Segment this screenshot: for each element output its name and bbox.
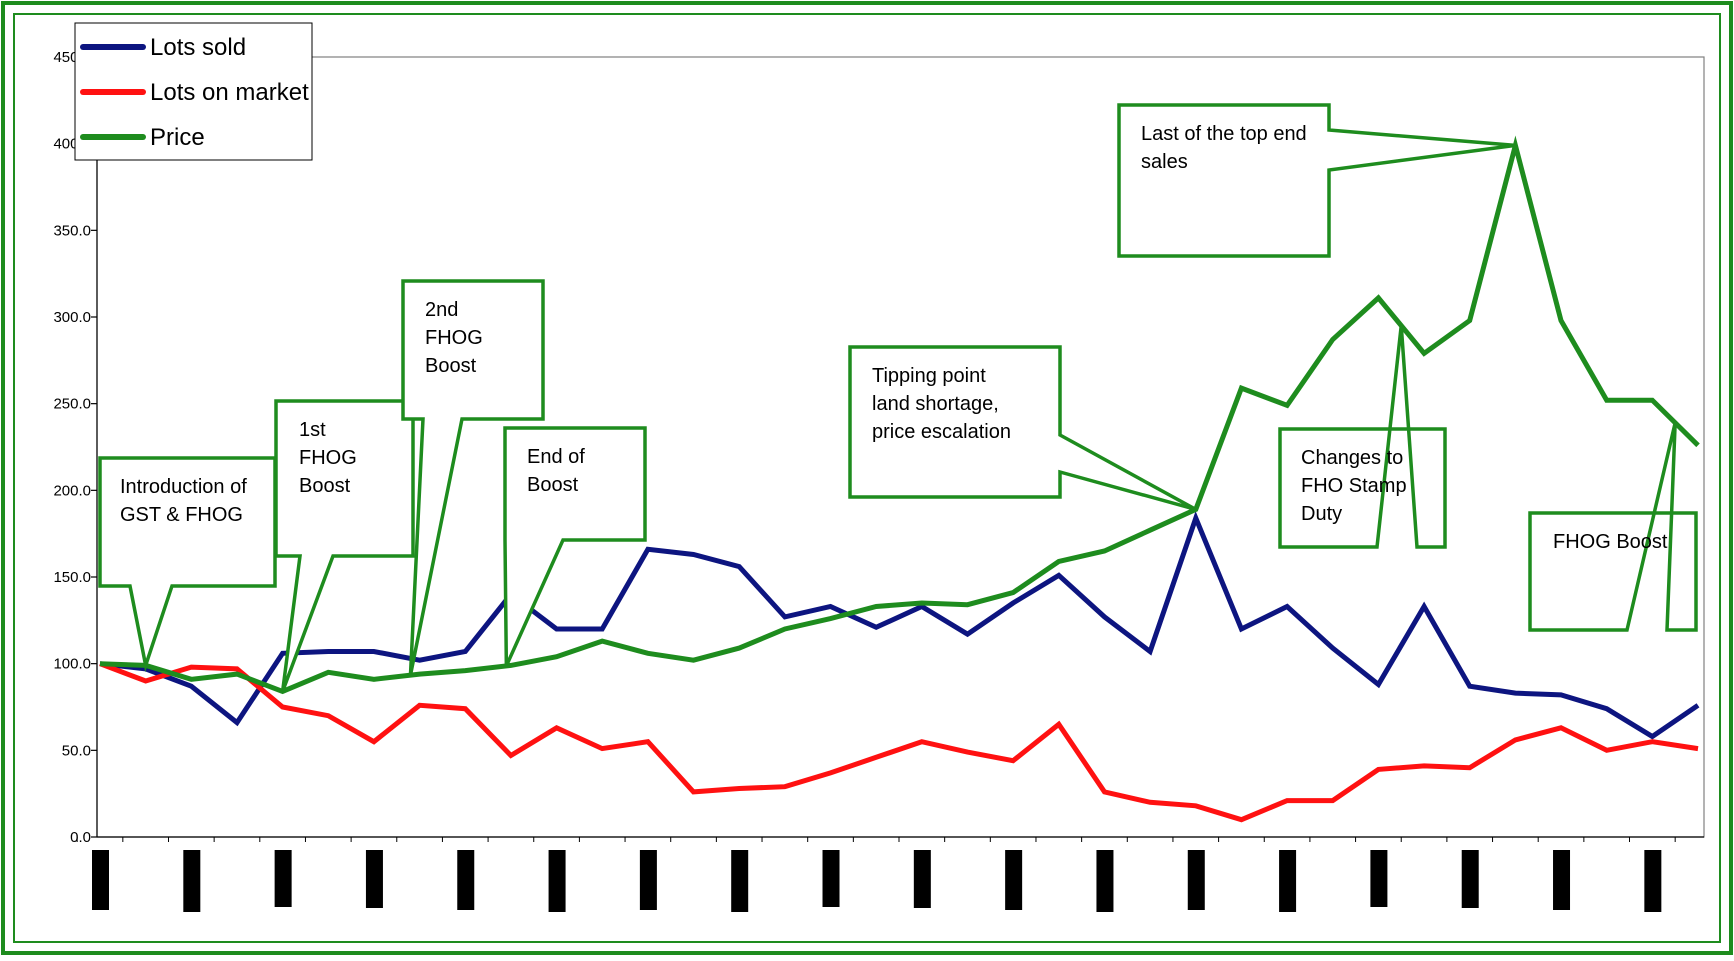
- y-tick-label: 350.0: [53, 222, 91, 239]
- callout-shape: [848, 345, 1197, 512]
- annotation-text: FHOG Boost: [1553, 531, 1668, 553]
- x-tick-label-redacted: [731, 850, 749, 912]
- callout-shape: [1278, 325, 1447, 549]
- x-tick-label-redacted: [913, 850, 931, 908]
- annotation-callout: Introduction of GST & FHOG: [98, 456, 277, 673]
- annotation-text: 1st: [299, 419, 326, 441]
- annotation-text: sales: [1141, 151, 1188, 173]
- series-lots-on-market: [99, 661, 1699, 823]
- series-line: [99, 135, 1700, 695]
- annotation-callout: Changes to FHO Stamp Duty: [1278, 325, 1447, 549]
- y-tick-label: 300.0: [53, 309, 91, 326]
- callout-shape: [401, 279, 545, 676]
- legend: Lots sold Lots on market Price: [74, 22, 313, 161]
- callout-shape: [503, 426, 647, 667]
- x-tick-label-redacted: [822, 850, 840, 907]
- annotation-text: price escalation: [872, 421, 1011, 443]
- annotation-text: 2nd: [425, 299, 458, 321]
- y-tick-label: 250.0: [53, 396, 91, 413]
- series-lots-sold: [99, 511, 1700, 740]
- y-tick-label: 100.0: [53, 656, 91, 673]
- x-tick-label-redacted: [548, 850, 566, 912]
- annotation-text: Tipping point: [872, 365, 986, 387]
- annotation-text: FHO Stamp: [1301, 475, 1407, 497]
- annotation-text: GST & FHOG: [120, 504, 243, 526]
- callout-shape: [1117, 103, 1516, 258]
- callout-shape: [1528, 422, 1698, 632]
- annotation-text: Last of the top end: [1141, 123, 1307, 145]
- annotation-text: Boost: [425, 355, 477, 377]
- annotation-callout: 1st FHOG Boost: [274, 399, 415, 693]
- y-tick-label: 150.0: [53, 569, 91, 586]
- x-tick-label-redacted: [274, 850, 292, 907]
- inner-frame: [13, 13, 1721, 943]
- y-axis: 0.050.0100.0150.0200.0250.0300.0350.0400…: [53, 49, 98, 846]
- annotation-text: FHOG: [299, 447, 357, 469]
- x-tick-label-redacted: [1370, 850, 1388, 907]
- annotation-text: land shortage,: [872, 393, 999, 415]
- annotation-text: Duty: [1301, 503, 1342, 525]
- y-tick-label: 0.0: [70, 829, 91, 846]
- x-tick-label-redacted: [1279, 850, 1297, 912]
- annotation-text: Boost: [527, 474, 579, 496]
- callout-shape: [274, 399, 415, 693]
- x-tick-label-redacted: [1644, 850, 1662, 912]
- annotation-text: End of: [527, 446, 585, 468]
- series-line: [99, 661, 1699, 823]
- y-tick-label: 50.0: [62, 742, 91, 759]
- annotation-text: FHOG: [425, 327, 483, 349]
- x-tick-label-redacted: [1553, 850, 1571, 910]
- series-price: [99, 135, 1700, 695]
- x-tick-label-redacted: [92, 850, 109, 910]
- series-line: [99, 511, 1700, 740]
- x-tick-label-redacted: [1187, 850, 1205, 910]
- x-axis: [76, 836, 1704, 912]
- x-tick-label-redacted: [1005, 850, 1023, 910]
- x-tick-label-redacted: [457, 850, 475, 910]
- y-tick-label: 200.0: [53, 482, 91, 499]
- x-tick-label-redacted: [1096, 850, 1114, 912]
- annotation-text: Changes to: [1301, 447, 1403, 469]
- x-tick-label-redacted: [639, 850, 657, 910]
- x-tick-label-redacted: [183, 850, 201, 912]
- annotation-callout: End of Boost: [503, 426, 647, 667]
- annotation-callout: Last of the top end sales: [1117, 103, 1516, 258]
- annotation-callout: FHOG Boost: [1528, 422, 1698, 632]
- legend-label: Lots on market: [150, 79, 309, 106]
- legend-label: Lots sold: [150, 34, 246, 61]
- x-tick-label-redacted: [365, 850, 383, 908]
- annotation-callout: Tipping point land shortage, price escalat…: [848, 345, 1197, 512]
- annotation-callout: 2nd FHOG Boost: [401, 279, 545, 676]
- x-tick-label-redacted: [1461, 850, 1479, 908]
- annotation-text: Introduction of: [120, 476, 247, 498]
- annotation-text: Boost: [299, 475, 351, 497]
- legend-label: Price: [150, 124, 205, 151]
